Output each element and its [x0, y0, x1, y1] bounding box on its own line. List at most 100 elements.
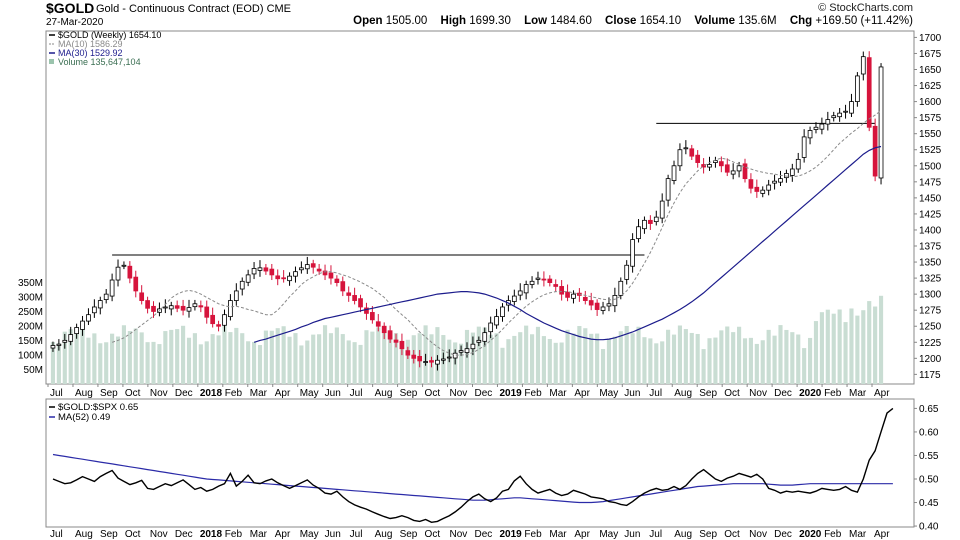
candle-down [334, 278, 340, 283]
candle-down [210, 314, 216, 325]
volume-bar [399, 346, 405, 384]
candle-up [186, 307, 192, 312]
candle-up [819, 123, 825, 130]
candle-down [393, 339, 399, 343]
ratio-x-tick-label: Dec [175, 529, 193, 540]
volume-label: Volume [694, 15, 736, 27]
volume-bar [666, 329, 671, 384]
ratio-tick-label: 0.45 [919, 498, 939, 509]
chart-description: Gold - Continuous Contract (EOD) CME [96, 3, 291, 15]
volume-bar [305, 340, 310, 384]
price-x-tick-label: Jul [50, 388, 63, 399]
volume-bar [802, 348, 807, 384]
ratio-x-tick-label: Jun [624, 529, 640, 540]
volume-bar [766, 329, 771, 384]
candle-up [624, 264, 630, 280]
candle-up [494, 316, 499, 326]
ratio-x-tick-label: 2020 [799, 529, 822, 540]
price-x-tick-label: Nov [150, 388, 168, 399]
candle-up [529, 280, 535, 285]
volume-bar [299, 345, 304, 384]
candle-up [239, 280, 245, 290]
volume-bar [488, 334, 493, 384]
ratio-x-tick-label: Mar [250, 529, 268, 540]
volume-bar [204, 341, 209, 384]
candle-up [736, 165, 742, 172]
candle-up [423, 361, 428, 363]
price-x-tick-label: Aug [674, 388, 692, 399]
candle-down [553, 284, 559, 287]
volume-bar [595, 333, 600, 384]
volume-bar [163, 331, 168, 384]
change-label: Chg [789, 15, 813, 27]
candle-up [109, 279, 115, 297]
volume-tick-label: 250M [18, 307, 43, 318]
candle-up [228, 300, 233, 318]
volume-bar [843, 322, 848, 384]
candle-down [754, 186, 760, 192]
price-x-tick-label: Mar [250, 388, 268, 399]
candle-up [606, 303, 612, 307]
candle-up [233, 290, 239, 301]
volume-bar [210, 334, 215, 384]
candle-down [275, 275, 281, 280]
candle-up [618, 280, 624, 296]
price-x-tick-label: May [300, 388, 319, 399]
volume-bar [849, 308, 854, 384]
candle-down [364, 307, 369, 314]
candle-up [299, 267, 304, 271]
candle-up [713, 160, 718, 163]
candle-up [251, 268, 257, 275]
volume-bar [382, 326, 387, 384]
candle-down [405, 350, 411, 356]
candle-up [766, 184, 772, 191]
volume-bar [86, 337, 91, 384]
ratio-x-tick-label: Mar [849, 529, 867, 540]
candle-down [346, 292, 352, 296]
candle-up [653, 216, 659, 223]
volume-bar [376, 327, 381, 384]
candle-up [517, 290, 523, 296]
volume-bar [92, 333, 97, 384]
candle-up [843, 110, 848, 113]
candle-down [588, 300, 594, 306]
candle-up [86, 314, 91, 322]
volume-bar [228, 332, 233, 384]
candle-up [168, 305, 174, 310]
candle-down [322, 270, 328, 276]
ratio-x-tick-label: Aug [674, 529, 692, 540]
price-x-tick-label: Dec [774, 388, 792, 399]
volume-bar [364, 330, 369, 384]
price-x-tick-label: Sep [400, 388, 418, 399]
volume-tick-label: 100M [18, 351, 43, 362]
price-tick-label: 1250 [919, 322, 942, 333]
ratio-x-tick-label: Nov [749, 529, 767, 540]
volume-bar [719, 330, 724, 384]
price-tick-label: 1475 [919, 177, 942, 188]
candle-down [151, 305, 156, 312]
volume-bar [370, 331, 375, 384]
close-label: Close [605, 15, 637, 27]
candle-down [559, 286, 564, 295]
candle-up [642, 219, 647, 230]
volume-bar [772, 335, 777, 384]
volume-bar [287, 336, 292, 384]
volume-bar [269, 330, 274, 384]
candle-down [310, 263, 316, 268]
candle-up [68, 334, 74, 342]
candle-up [795, 158, 801, 170]
volume-bar [689, 332, 694, 384]
volume-bar [642, 337, 647, 384]
ratio-panel-frame [45, 398, 915, 528]
price-tick-label: 1700 [919, 33, 942, 44]
volume-bar [695, 333, 700, 384]
volume-bar [175, 329, 180, 384]
high-value: 1699.30 [469, 15, 511, 27]
price-x-tick-label: Nov [749, 388, 767, 399]
candle-up [92, 306, 97, 314]
candle-up [62, 339, 68, 343]
candle-down [547, 278, 553, 283]
ohlc-readout: Open 1505.00 High 1699.30 Low 1484.60 Cl… [343, 15, 913, 27]
volume-bar [257, 345, 263, 384]
ratio-x-tick-label: Sep [100, 529, 118, 540]
